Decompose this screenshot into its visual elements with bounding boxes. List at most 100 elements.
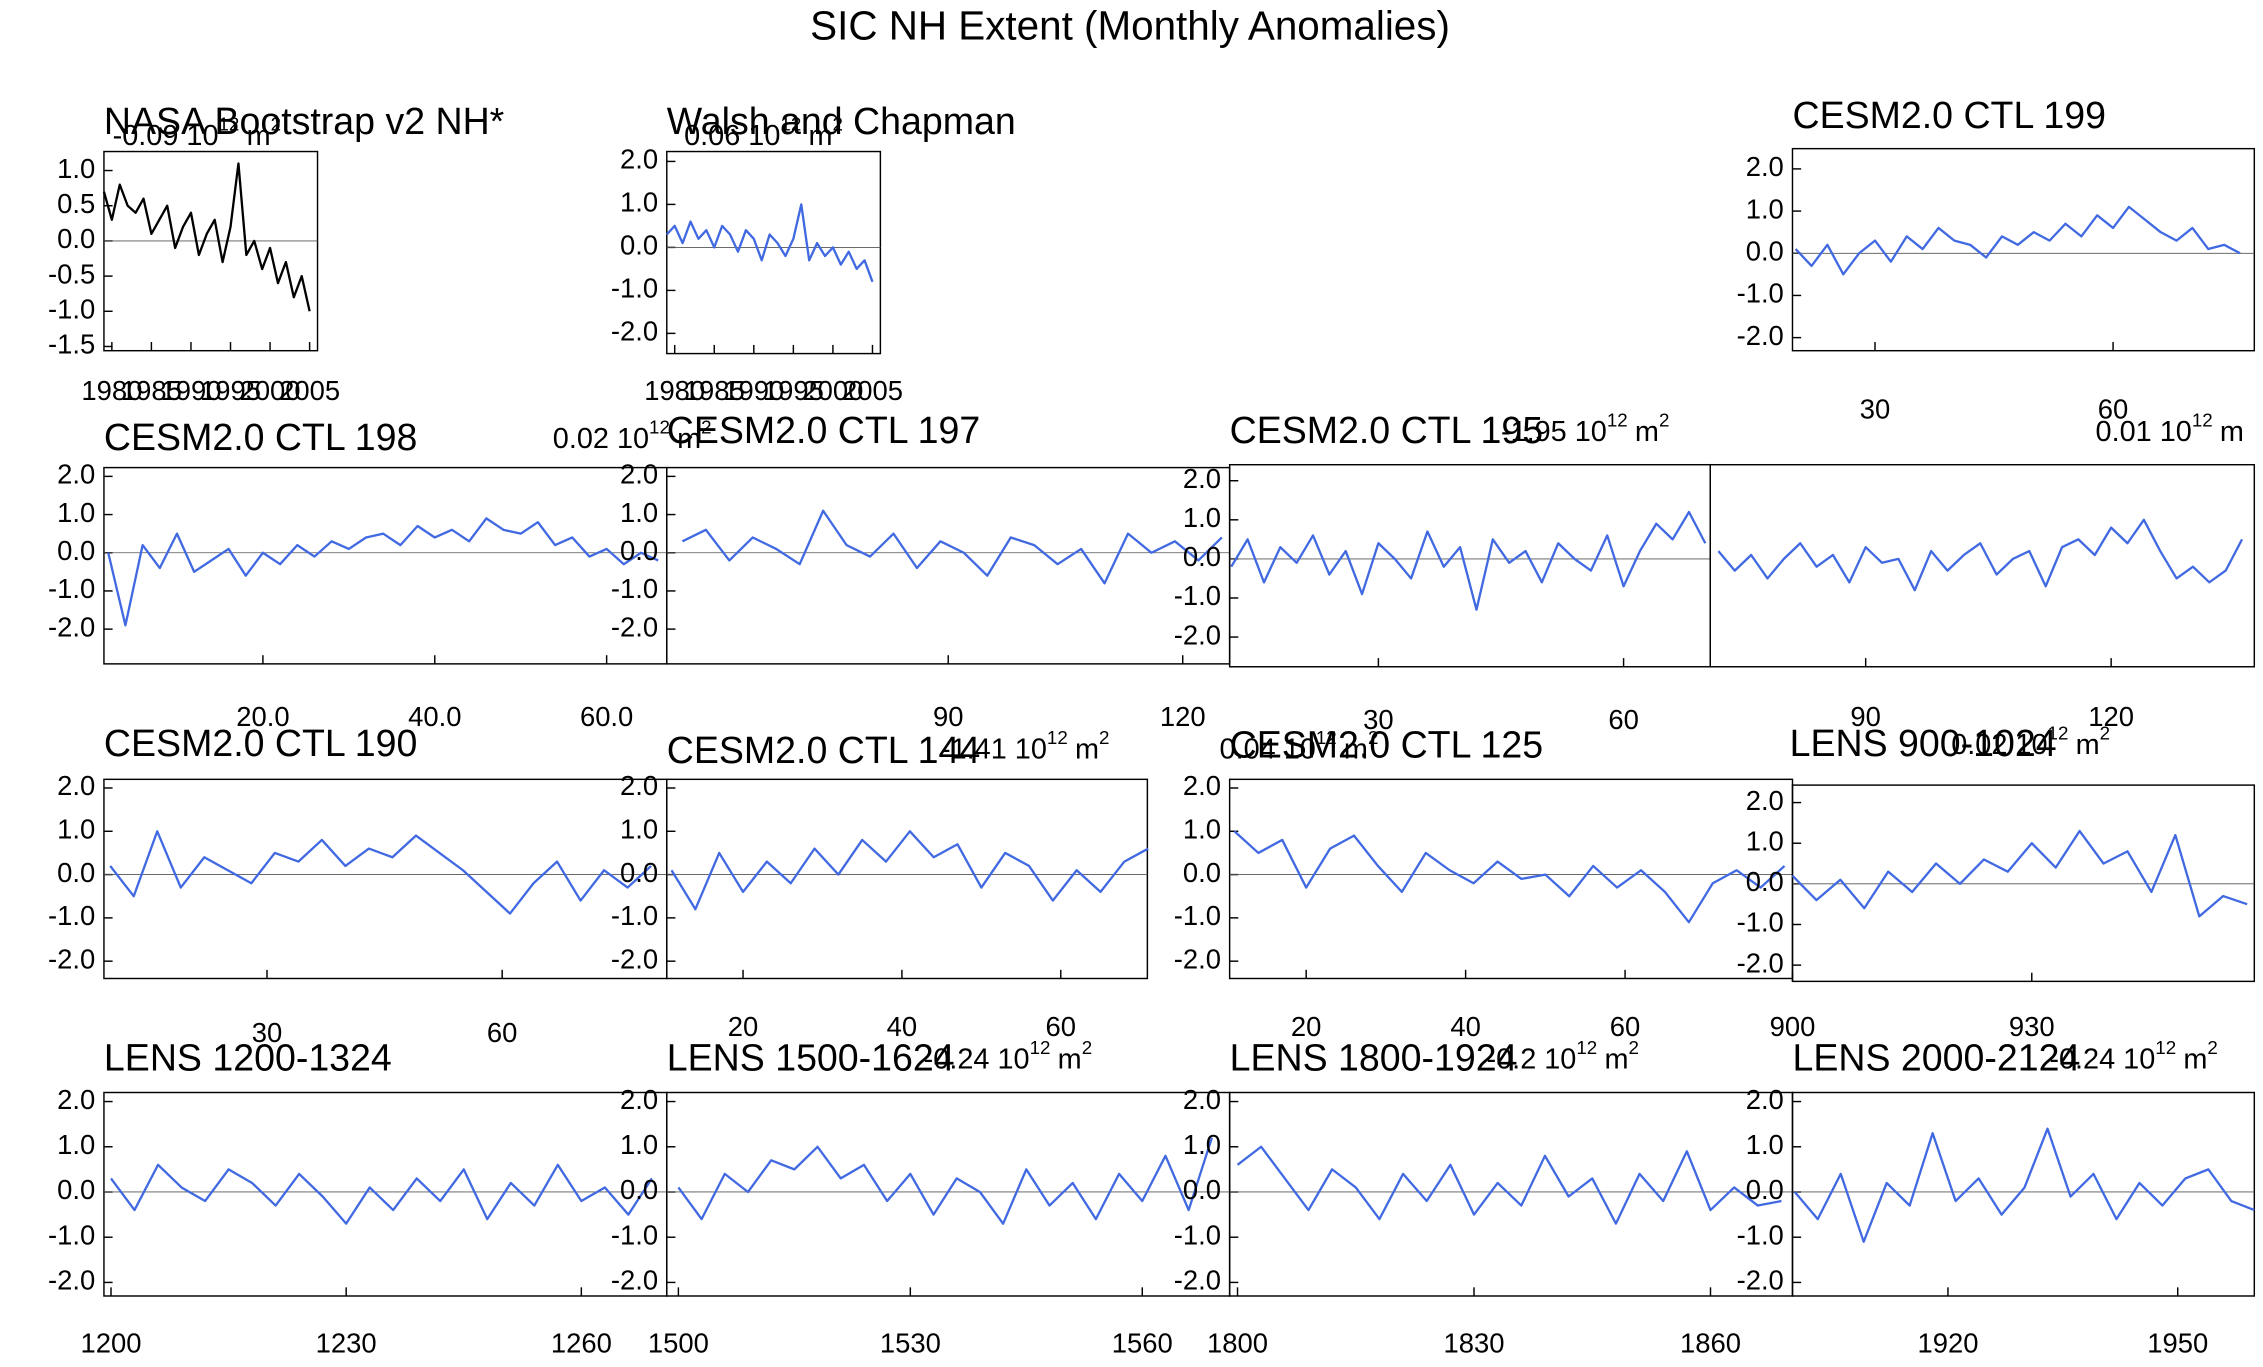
x-tick-label: 1500	[648, 1327, 709, 1358]
series-line	[1236, 1145, 1782, 1225]
y-tick-label: 0.0	[57, 1174, 95, 1205]
y-tick-label: 2.0	[1746, 1084, 1784, 1115]
x-tick-label: 20	[1291, 1011, 1321, 1042]
plot-frame	[103, 466, 668, 665]
y-tick-label: 1.0	[620, 814, 658, 845]
y-tick-label: 0.0	[57, 857, 95, 888]
y-tick-label: 2.0	[1183, 1084, 1221, 1115]
units-annotation: 0.01 1012 m	[2096, 409, 2244, 447]
units-unit: m	[1075, 733, 1099, 765]
y-tick-label: 1.0	[1746, 825, 1784, 856]
units-unit-exponent: 2	[2207, 1037, 2217, 1058]
series-line	[109, 830, 652, 915]
y-tick-label: 1.0	[57, 1129, 95, 1160]
plot-frame	[1791, 1091, 2256, 1297]
units-exponent: 12	[1607, 409, 1628, 430]
units-unit: m	[1058, 1043, 1082, 1075]
units-exponent: 12	[2155, 1037, 2176, 1058]
y-tick-label: 2.0	[620, 459, 658, 490]
x-tick-label: 1800	[1207, 1327, 1268, 1358]
x-tick-label: 900	[1770, 1011, 1816, 1042]
y-tick-label: 0.0	[57, 223, 95, 254]
units-unit-exponent: 2	[833, 114, 843, 135]
y-tick-label: 0.0	[1183, 857, 1221, 888]
series-line	[665, 203, 874, 283]
y-tick-label: -1.0	[1174, 1219, 1221, 1250]
x-tick-label: 2000	[802, 375, 863, 406]
y-tick-label: 2.0	[1746, 151, 1784, 182]
units-annotation: -0.2 1012 m2	[1487, 1037, 1639, 1075]
y-tick-label: 0.0	[1183, 541, 1221, 572]
plot-frame	[1791, 784, 2256, 983]
units-unit-exponent: 2	[1082, 1037, 1092, 1058]
units-text: 0.04 10	[1220, 733, 1316, 765]
x-tick-label: 1530	[880, 1327, 941, 1358]
units-exponent: 12	[219, 114, 240, 135]
x-tick-label: 60	[487, 1017, 517, 1048]
plot-frame	[103, 1091, 668, 1297]
y-tick-label: 2.0	[57, 770, 95, 801]
units-annotation: -1.95 1012 m2	[1501, 409, 1669, 447]
units-text: 0.02 10	[553, 423, 649, 455]
x-tick-label: 90	[933, 701, 963, 732]
series-line	[1233, 830, 1786, 924]
units-unit-exponent: 2	[271, 114, 281, 135]
x-tick-label: 1560	[1112, 1327, 1173, 1358]
x-tick-label: 1260	[551, 1327, 612, 1358]
x-tick-label: 20.0	[236, 701, 289, 732]
y-tick-label: -1.0	[48, 573, 95, 604]
units-text: -0.09 10	[113, 120, 219, 152]
y-tick-label: -2.0	[1737, 947, 1784, 978]
y-tick-label: 0.0	[620, 857, 658, 888]
units-text: -1.41 10	[941, 733, 1047, 765]
y-tick-label: 2.0	[1183, 770, 1221, 801]
y-tick-label: 2.0	[57, 459, 95, 490]
y-tick-label: 0.0	[1746, 1174, 1784, 1205]
y-tick-label: -1.0	[1737, 1219, 1784, 1250]
plot-frame	[103, 150, 319, 352]
units-text: -1.95 10	[1501, 416, 1607, 448]
x-tick-label: 40	[887, 1011, 917, 1042]
y-tick-label: 2.0	[57, 1084, 95, 1115]
units-unit: m	[677, 423, 701, 455]
panel-title: Walsh and Chapman	[667, 100, 1016, 142]
panel-title: LENS 1800-1924	[1230, 1037, 1518, 1079]
x-tick-label: 1995	[200, 375, 261, 406]
series-line	[1791, 829, 2248, 918]
x-tick-label: 2005	[842, 375, 903, 406]
series-line	[107, 517, 659, 627]
units-unit-exponent: 2	[2100, 723, 2110, 744]
units-unit: m	[2183, 1043, 2207, 1075]
units-annotation: 0.02 1012 m2	[1951, 723, 2110, 761]
figure-title: SIC NH Extent (Monthly Anomalies)	[810, 3, 1450, 49]
x-tick-label: 1230	[316, 1327, 377, 1358]
units-annotation: -1.41 1012 m2	[941, 727, 1109, 765]
units-unit-exponent: 2	[1099, 727, 1109, 748]
x-tick-label: 2000	[240, 375, 301, 406]
units-text: 0.02 10	[1951, 729, 2047, 761]
y-tick-label: 0.0	[620, 230, 658, 261]
units-unit: m	[1635, 416, 1659, 448]
x-tick-label: 1980	[644, 375, 705, 406]
units-text: 0.06 10	[684, 120, 780, 152]
y-tick-label: 1.0	[620, 187, 658, 218]
y-tick-label: 2.0	[1183, 463, 1221, 494]
y-tick-label: -1.0	[1737, 907, 1784, 938]
y-tick-label: -2.0	[1737, 1265, 1784, 1296]
x-tick-label: 60	[1608, 704, 1638, 735]
y-tick-label: 1.0	[1746, 193, 1784, 224]
y-tick-label: 0.0	[620, 1174, 658, 1205]
x-tick-label: 30	[252, 1017, 282, 1048]
units-text: 0.01 10	[2096, 416, 2192, 448]
x-tick-label: 60	[2098, 394, 2128, 425]
units-unit-exponent: 2	[1659, 409, 1669, 430]
series-line	[670, 830, 1149, 911]
series-line	[102, 162, 311, 312]
x-tick-label: 1950	[2147, 1327, 2208, 1358]
panel-title: NASA Bootstrap v2 NH*	[104, 100, 505, 142]
x-tick-label: 1995	[763, 375, 824, 406]
y-tick-label: 1.0	[1183, 814, 1221, 845]
x-tick-label: 40.0	[408, 701, 461, 732]
